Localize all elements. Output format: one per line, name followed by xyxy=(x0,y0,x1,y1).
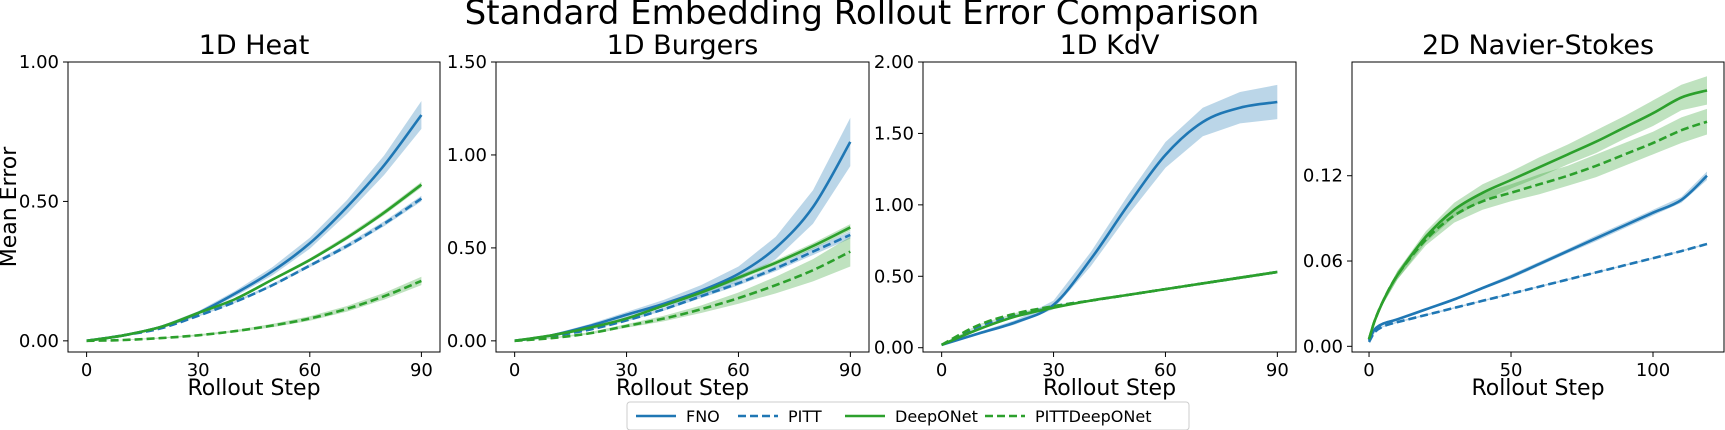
x-tick-label: 90 xyxy=(839,360,862,381)
band-pitt xyxy=(514,231,851,341)
plot-area xyxy=(1367,76,1708,343)
legend-item-pitt: PITT xyxy=(738,407,822,426)
band-fno xyxy=(941,84,1278,346)
axes-frame xyxy=(922,61,1297,353)
subplot-1d-heat: 1D Heat 0 30 60 90 0.00 0.50 1.00 Rollout Step Me… xyxy=(0,30,441,401)
plot-area xyxy=(86,101,423,343)
x-axis-label: Rollout Step xyxy=(616,376,749,401)
band-pitt xyxy=(1369,243,1707,343)
y-tick-label: 0.00 xyxy=(874,338,914,359)
line-pittdeeponet xyxy=(514,250,851,343)
x-tick-label: 60 xyxy=(298,360,321,381)
legend: FNO PITT DeepONet PITTDeepONet xyxy=(626,401,1190,430)
x-tick-label: 0 xyxy=(936,360,947,381)
y-tick-label: 0.12 xyxy=(1303,166,1343,187)
line-pitt xyxy=(86,197,423,343)
band-pitt xyxy=(941,270,1278,346)
legend-label: PITT xyxy=(788,407,822,426)
y-tick-label: 0.00 xyxy=(1303,336,1343,357)
band-deeponet xyxy=(86,181,422,341)
y-tick-label: 1.50 xyxy=(874,123,914,144)
x-axis-label: Rollout Step xyxy=(1043,376,1176,401)
line-pittdeeponet xyxy=(940,270,1278,347)
x-tick-label: 30 xyxy=(615,360,638,381)
band-fno xyxy=(514,117,851,341)
line-fno xyxy=(941,100,1278,347)
x-axis-label: Rollout Step xyxy=(1471,376,1604,401)
y-tick-label: 2.00 xyxy=(874,52,914,73)
line-pitt xyxy=(941,270,1278,347)
axes-frame xyxy=(67,61,441,353)
y-tick-label: 0.50 xyxy=(447,238,487,259)
x-tick-label: 0 xyxy=(81,360,92,381)
y-tick-label: 0.00 xyxy=(19,331,59,352)
y-tick-label: 0.50 xyxy=(874,266,914,287)
line-fno xyxy=(1367,174,1708,342)
y-tick-label: 0.00 xyxy=(447,331,487,352)
line-fno xyxy=(86,114,423,343)
subplot-1d-burgers: 1D Burgers 0 30 60 90 0.00 0.50 1.00 1.50 Rollout… xyxy=(447,30,870,401)
band-pitt xyxy=(86,195,422,341)
y-tick-label: 1.00 xyxy=(874,195,914,216)
plot-area xyxy=(514,117,852,343)
subplot-1d-kdv: 1D KdV 0 30 60 90 0.00 0.50 1.00 1.50 2.00 Rollout… xyxy=(874,30,1297,401)
x-tick-label: 0 xyxy=(509,360,520,381)
legend-label: FNO xyxy=(686,407,720,426)
subplot-title: 2D Navier-Stokes xyxy=(1422,30,1654,61)
line-pittdeeponet xyxy=(86,279,422,343)
band-pittdeeponet xyxy=(86,276,422,341)
x-tick-label: 90 xyxy=(1266,360,1289,381)
x-tick-label: 90 xyxy=(410,360,433,381)
band-pittdeeponet xyxy=(1369,108,1707,341)
line-deeponet xyxy=(941,270,1278,347)
line-pitt xyxy=(1367,242,1708,343)
x-tick-label: 0 xyxy=(1363,360,1374,381)
line-pitt xyxy=(514,233,851,343)
subplot-title: 1D Heat xyxy=(199,30,310,61)
y-tick-label: 1.50 xyxy=(447,52,487,73)
band-pittdeeponet xyxy=(941,270,1278,346)
x-tick-label: 60 xyxy=(1154,360,1177,381)
x-tick-label: 30 xyxy=(187,360,210,381)
y-tick-label: 1.00 xyxy=(447,145,487,166)
line-deeponet xyxy=(1367,89,1708,340)
subplot-2d-navier-stokes: 2D Navier-Stokes 0 50 100 0.00 0.06 0.12 Rollou… xyxy=(1303,30,1725,401)
legend-label: PITTDeepONet xyxy=(1035,407,1151,426)
x-tick-label: 100 xyxy=(1636,360,1670,381)
line-deeponet xyxy=(514,226,851,343)
line-pittdeeponet xyxy=(1367,120,1708,340)
x-tick-label: 30 xyxy=(1042,360,1065,381)
axes-frame xyxy=(1351,61,1725,353)
legend-label: DeepONet xyxy=(895,407,978,426)
band-pittdeeponet xyxy=(514,236,851,341)
line-deeponet xyxy=(86,183,423,343)
x-axis-label: Rollout Step xyxy=(187,376,320,401)
legend-item-fno: FNO xyxy=(636,407,720,426)
subplot-title: 1D Burgers xyxy=(607,30,759,61)
legend-item-pittdeeponet: PITTDeepONet xyxy=(985,407,1151,426)
y-tick-label: 1.00 xyxy=(19,52,59,73)
band-deeponet xyxy=(941,270,1278,346)
y-tick-label: 0.50 xyxy=(19,191,59,212)
figure-title: Standard Embedding Rollout Error Compari… xyxy=(465,0,1260,33)
plot-area xyxy=(940,84,1278,347)
subplot-title: 1D KdV xyxy=(1060,30,1160,61)
y-axis-label: Mean Error xyxy=(0,146,22,268)
axes-frame xyxy=(495,61,870,353)
legend-frame xyxy=(626,401,1190,430)
x-tick-label: 50 xyxy=(1500,360,1523,381)
x-tick-label: 60 xyxy=(727,360,750,381)
legend-item-deeponet: DeepONet xyxy=(845,407,978,426)
y-tick-label: 0.06 xyxy=(1303,251,1343,272)
subplots: 1D Heat 0 30 60 90 0.00 0.50 1.00 Rollout Step Me… xyxy=(0,30,1725,401)
